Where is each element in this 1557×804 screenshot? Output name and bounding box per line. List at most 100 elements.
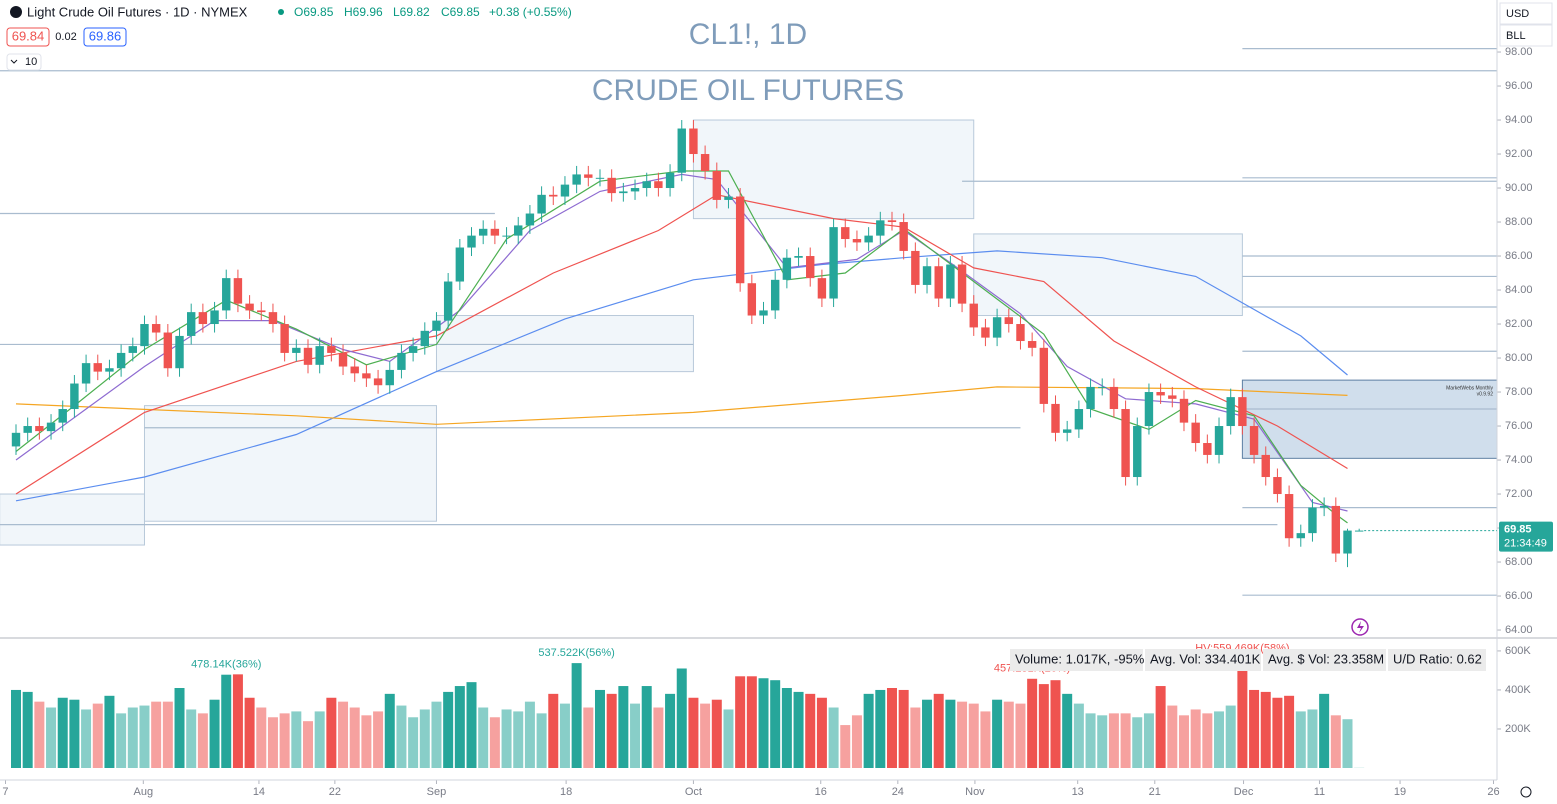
- volume-bar: [1062, 693, 1073, 768]
- y-tick-label: 96.00: [1505, 80, 1533, 92]
- volume-bar: [139, 705, 150, 768]
- volume-bar: [174, 688, 185, 768]
- volume-bar: [524, 701, 535, 768]
- volume-bar: [57, 697, 68, 768]
- candle-body: [128, 346, 137, 353]
- candle-body: [1004, 317, 1013, 325]
- volume-bar: [1307, 709, 1318, 768]
- volume-bar: [1027, 678, 1038, 768]
- settings-icon[interactable]: [1520, 786, 1532, 798]
- zone: [143, 405, 437, 522]
- candle-body: [654, 181, 663, 189]
- volume-bar: [840, 725, 851, 768]
- volume-bar: [489, 717, 500, 768]
- candle-body: [443, 281, 453, 321]
- candle-body: [467, 235, 476, 248]
- volume-bar: [232, 674, 243, 768]
- unit-box[interactable]: [1499, 24, 1553, 47]
- y-tick-label: 66.00: [1505, 590, 1533, 602]
- ask-box[interactable]: [83, 27, 127, 47]
- volume-bar: [758, 678, 769, 768]
- volume-bar: [1249, 689, 1260, 768]
- candle-body: [514, 225, 523, 236]
- volume-bar: [1015, 703, 1026, 768]
- candle-body: [1308, 507, 1317, 534]
- volume-bar: [1120, 713, 1131, 768]
- candle-body: [992, 317, 1002, 338]
- volume-bar: [548, 693, 559, 768]
- candle-body: [23, 426, 32, 433]
- candle-body: [151, 324, 161, 333]
- volume-bar: [1342, 719, 1353, 768]
- interval-box[interactable]: [6, 53, 42, 71]
- bid-box[interactable]: [6, 27, 50, 47]
- candle-body: [549, 194, 558, 197]
- volume-bar: [735, 676, 746, 768]
- volume-bar: [396, 705, 407, 768]
- volume-bar: [933, 693, 944, 768]
- moving-average: [15, 386, 1348, 425]
- candle-body: [1273, 477, 1282, 495]
- candle-body: [887, 220, 897, 223]
- levels: [0, 48, 1497, 596]
- x-tick-label: Nov: [965, 786, 985, 798]
- axes: 64.0066.0068.0070.0072.0074.0076.0078.00…: [2, 46, 1532, 798]
- volume-bar: [746, 676, 757, 768]
- volume-tick-label: 400K: [1505, 684, 1531, 696]
- info-avg-dollar-vol: Avg. $ Vol: 23.358M: [1268, 651, 1384, 666]
- candle-body: [1203, 443, 1212, 455]
- candle-body: [572, 174, 581, 185]
- candle-body: [817, 278, 827, 299]
- candle-body: [619, 191, 628, 194]
- volume-bar: [957, 701, 968, 768]
- x-tick-label: 16: [815, 786, 827, 798]
- volume-bar: [431, 701, 442, 768]
- candle-body: [934, 266, 943, 299]
- volume-bar: [1143, 713, 1154, 768]
- candle-body: [11, 432, 21, 447]
- price-tag: [1499, 521, 1553, 552]
- candle-body: [1121, 409, 1130, 478]
- volume-bar: [781, 688, 792, 768]
- volume-bar: [700, 703, 711, 768]
- candle-body: [397, 352, 406, 370]
- candle-body: [782, 257, 792, 280]
- y-tick-label: 82.00: [1505, 318, 1533, 330]
- volume-bar: [1085, 713, 1096, 768]
- x-tick-label: 24: [892, 786, 904, 798]
- candle-body: [408, 346, 418, 353]
- volume-bar: [1330, 715, 1341, 768]
- symbol-logo: [10, 6, 22, 18]
- y-tick-label: 64.00: [1505, 624, 1533, 636]
- info-volume: Volume: 1.017K, -95%: [1015, 651, 1145, 666]
- volume-bar: [1202, 713, 1213, 768]
- candle-body: [1086, 386, 1095, 410]
- volume-bar: [349, 707, 360, 768]
- volume-bar: [816, 697, 827, 768]
- candle-body: [876, 220, 885, 236]
- candle-body: [1051, 403, 1060, 433]
- x-tick-label: 21: [1149, 786, 1161, 798]
- symbol-name[interactable]: Light Crude Oil Futures · 1D · NYMEX: [27, 4, 248, 19]
- candle-body: [1214, 426, 1224, 455]
- volume-bar: [92, 703, 103, 768]
- volume-bar: [1003, 701, 1014, 768]
- volume-bar: [980, 711, 991, 768]
- volume-bar: [116, 713, 127, 768]
- candle-body: [1039, 347, 1049, 404]
- currency-box[interactable]: [1499, 2, 1553, 25]
- volume-bar: [443, 691, 454, 768]
- candle-body: [292, 347, 301, 353]
- candle-body: [665, 172, 675, 189]
- candle-body: [759, 310, 768, 316]
- candle-body: [338, 352, 348, 367]
- volume-bar: [968, 703, 979, 768]
- volume-bar: [770, 680, 781, 768]
- volume-bar: [898, 689, 909, 768]
- volume-bar: [338, 701, 349, 768]
- candle-body: [1179, 398, 1189, 423]
- alert-icon[interactable]: [1351, 618, 1369, 636]
- candle-body: [1016, 324, 1025, 342]
- candle-body: [1226, 397, 1235, 427]
- volume-bar: [886, 688, 897, 768]
